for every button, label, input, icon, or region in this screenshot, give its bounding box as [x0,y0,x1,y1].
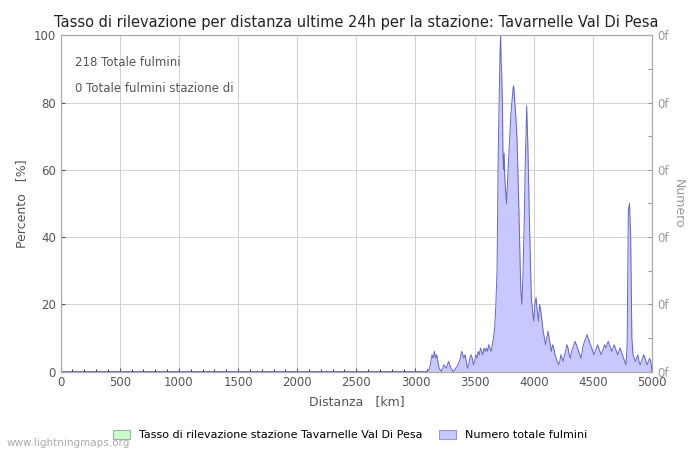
Y-axis label: Percento   [%]: Percento [%] [15,159,28,248]
X-axis label: Distanza   [km]: Distanza [km] [309,395,404,408]
Text: www.lightningmaps.org: www.lightningmaps.org [7,438,130,448]
Y-axis label: Numero: Numero [672,179,685,228]
Text: 0 Totale fulmini stazione di: 0 Totale fulmini stazione di [76,82,234,95]
Text: 218 Totale fulmini: 218 Totale fulmini [76,55,181,68]
Title: Tasso di rilevazione per distanza ultime 24h per la stazione: Tavarnelle Val Di : Tasso di rilevazione per distanza ultime… [54,15,659,30]
Legend: Tasso di rilevazione stazione Tavarnelle Val Di Pesa, Numero totale fulmini: Tasso di rilevazione stazione Tavarnelle… [108,425,592,445]
